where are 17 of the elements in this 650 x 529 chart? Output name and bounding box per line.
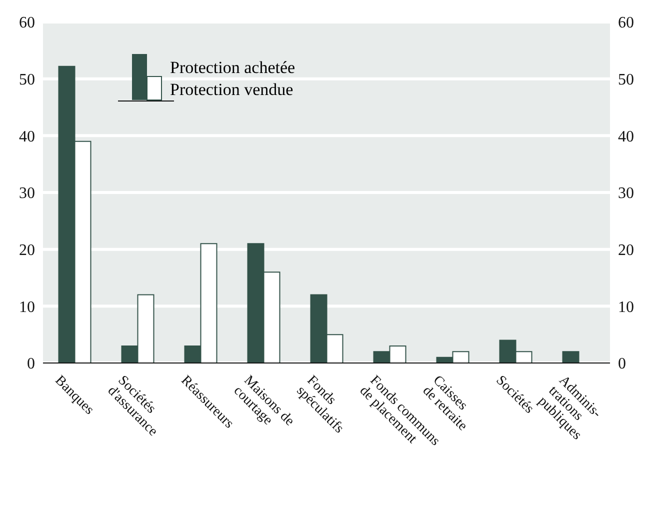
y-tick-label: 10 bbox=[19, 298, 35, 316]
y-tick-label: 30 bbox=[19, 185, 35, 202]
y2-tick-label: 20 bbox=[618, 242, 634, 260]
y2-tick-label: 30 bbox=[618, 185, 634, 202]
y-tick-label: 0 bbox=[27, 356, 35, 373]
y2-tick-label: 10 bbox=[618, 298, 634, 316]
legend-label: Protection vendue bbox=[170, 80, 294, 100]
y2-tick-label: 60 bbox=[618, 14, 634, 32]
y-tick-label: 20 bbox=[19, 242, 35, 260]
legend-label: Protection achetée bbox=[170, 58, 296, 78]
y-tick-label: 40 bbox=[19, 128, 35, 146]
y2-tick-label: 40 bbox=[618, 128, 634, 146]
y2-tick-label: 50 bbox=[618, 72, 634, 89]
bar bbox=[562, 351, 580, 363]
y-tick-label: 50 bbox=[19, 72, 35, 89]
y-tick-label: 60 bbox=[19, 14, 35, 32]
y2-tick-label: 0 bbox=[618, 356, 626, 373]
